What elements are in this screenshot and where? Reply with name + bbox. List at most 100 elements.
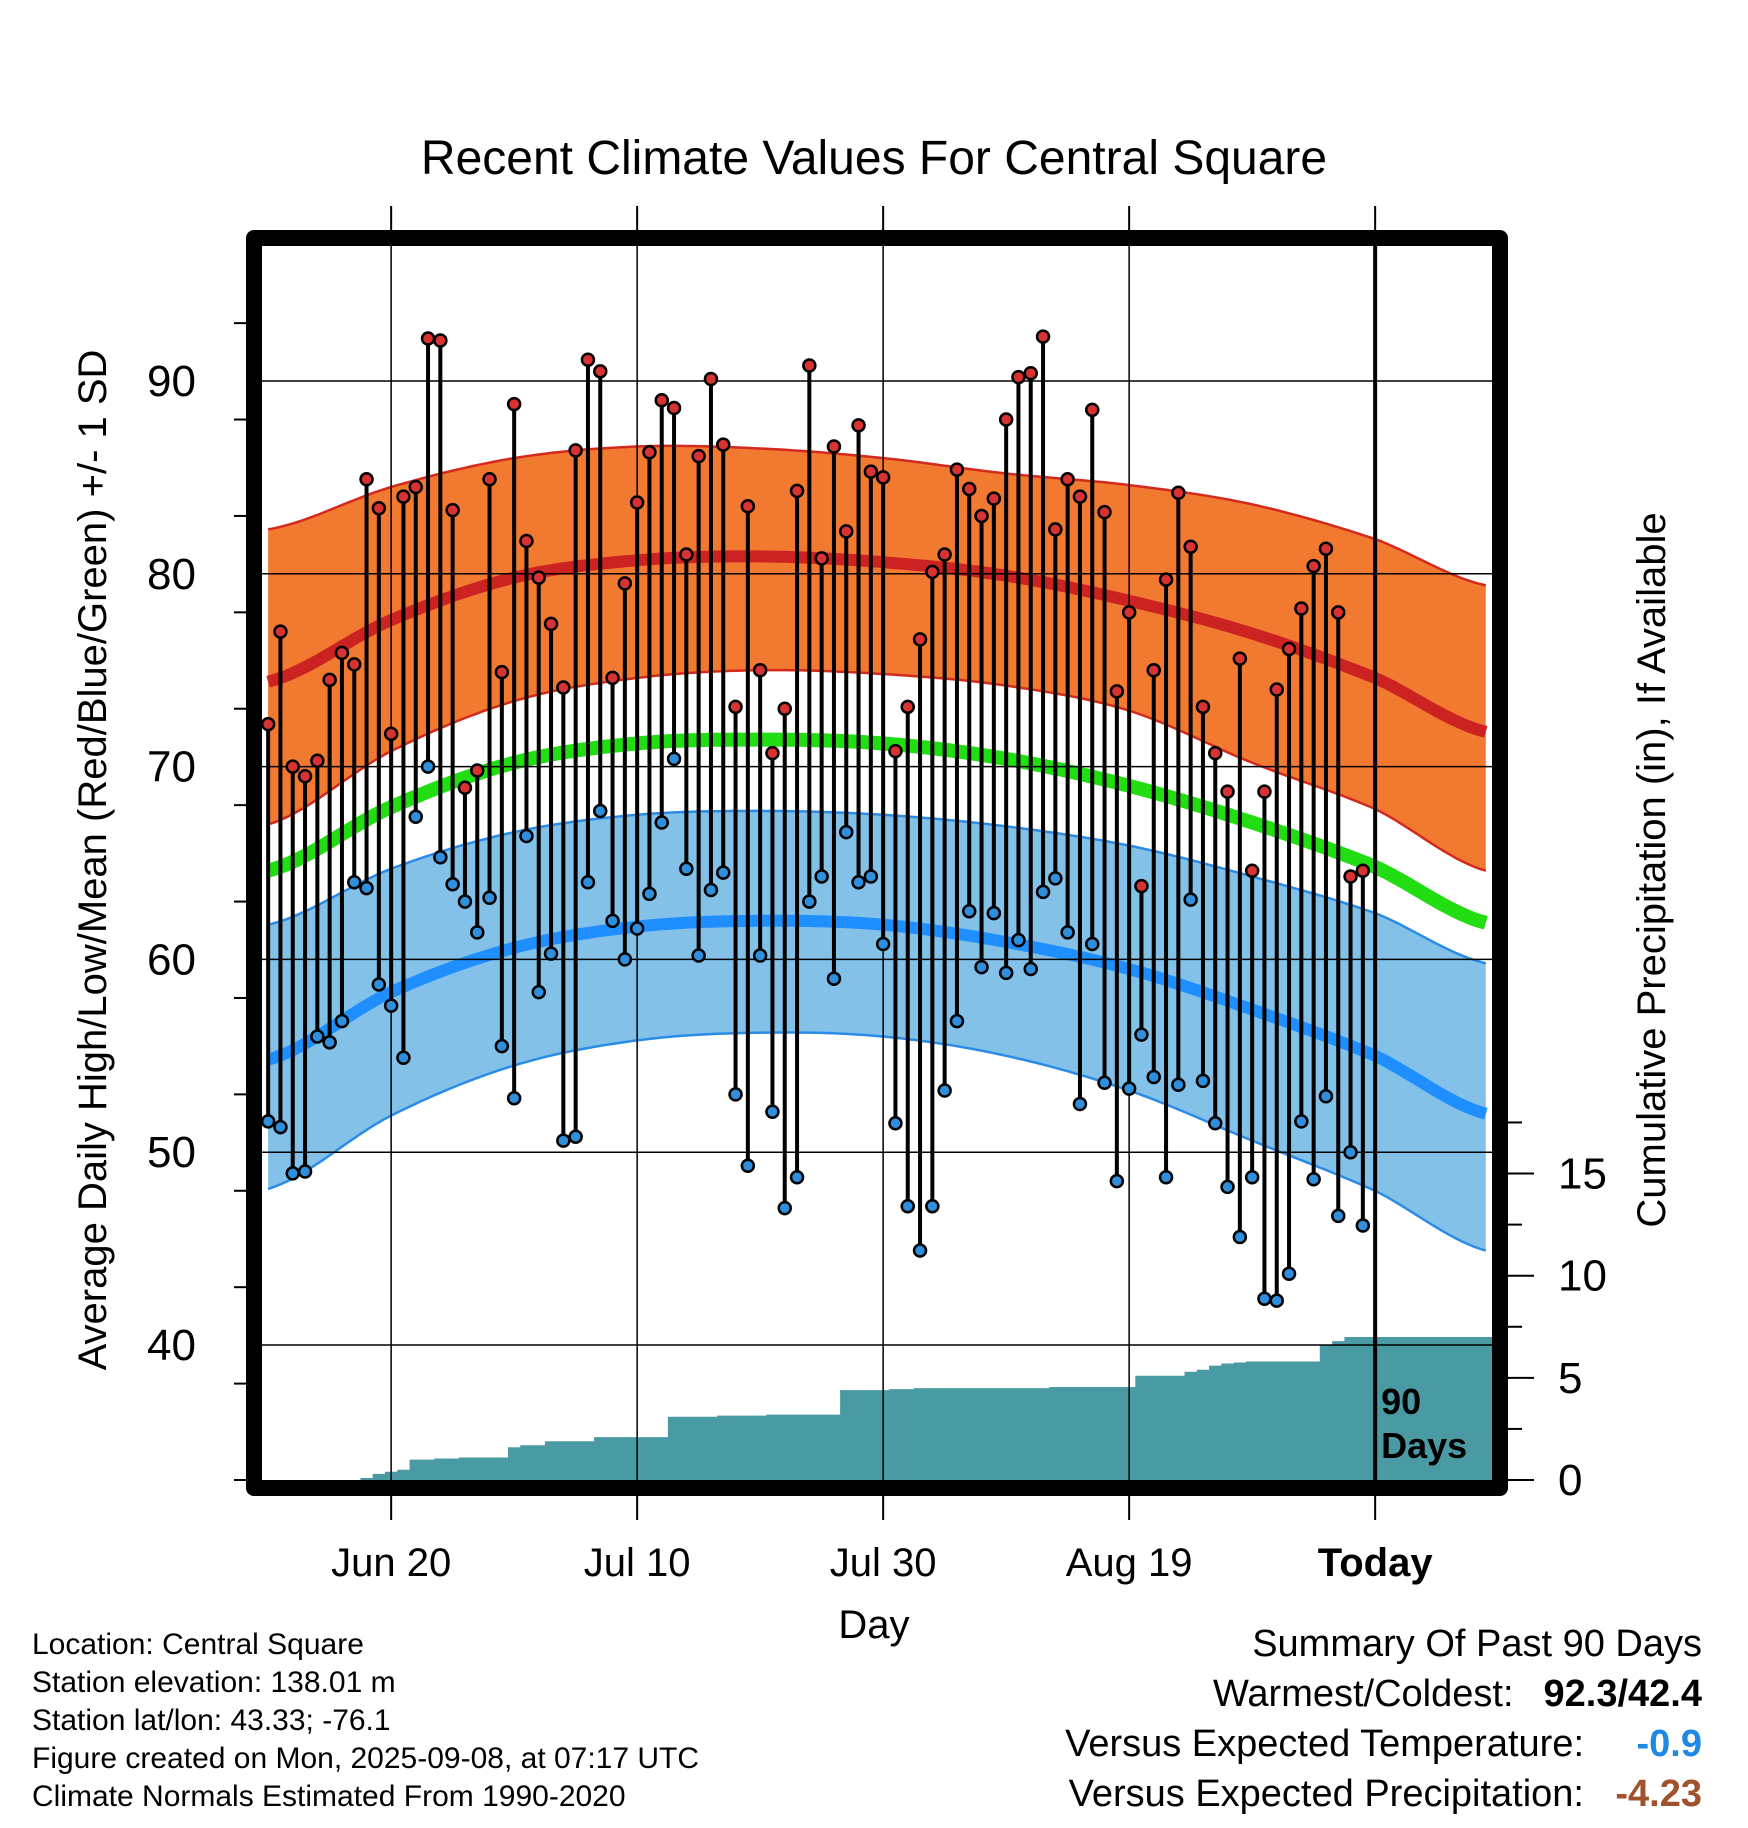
- high-point: [716, 437, 731, 452]
- plot-border: [246, 230, 1508, 1496]
- low-point: [679, 861, 694, 877]
- high-point: [334, 645, 350, 661]
- low-point: [826, 971, 842, 986]
- created-line: Figure created on Mon, 2025-09-08, at 07…: [32, 1742, 700, 1775]
- low-point: [851, 875, 866, 890]
- high-point: [679, 547, 694, 562]
- low-point: [925, 1198, 940, 1214]
- high-point: [347, 657, 362, 672]
- precipitation-area: [262, 1337, 1492, 1480]
- high-point: [642, 445, 657, 460]
- low-point: [703, 882, 719, 898]
- high-point: [383, 726, 399, 742]
- high-point: [273, 624, 288, 639]
- high-point: [506, 396, 522, 412]
- low-point: [1072, 1096, 1088, 1112]
- high-point: [900, 699, 915, 715]
- temp-anomaly-label: Versus Expected Temperature:: [1065, 1723, 1584, 1765]
- high-point: [1158, 572, 1174, 587]
- high-point: [359, 472, 374, 487]
- elevation-line: Station elevation: 138.01 m: [32, 1666, 396, 1699]
- y-tick-label: 50: [147, 1128, 196, 1177]
- high-point: [1085, 402, 1100, 418]
- high-point: [888, 743, 903, 759]
- high-point: [974, 508, 989, 524]
- low-point: [371, 977, 387, 992]
- plot-frame: [246, 230, 1508, 1496]
- y-tick-label: 70: [147, 743, 196, 792]
- high-point: [1023, 366, 1038, 381]
- high-point: [1269, 682, 1284, 697]
- high-point: [765, 745, 780, 761]
- low-minus-sd-line: [267, 1031, 1487, 1252]
- low-point: [1355, 1218, 1371, 1233]
- low-point: [974, 959, 989, 975]
- warm-cold-label: Warmest/Coldest:: [1212, 1673, 1514, 1715]
- low-point: [445, 876, 460, 892]
- high-point: [310, 753, 325, 769]
- low-point: [1109, 1173, 1125, 1189]
- low-point: [1097, 1075, 1112, 1091]
- low-point: [789, 1170, 805, 1185]
- high-point: [728, 699, 743, 715]
- low-point: [765, 1104, 780, 1119]
- low-point: [666, 751, 682, 767]
- warm-cold-row: Warmest/Coldest: 92.3/42.4: [1065, 1669, 1702, 1719]
- high-point: [740, 499, 756, 514]
- low-point: [408, 809, 423, 824]
- low-point: [962, 903, 977, 919]
- low-point: [1208, 1116, 1223, 1131]
- low-point: [617, 952, 633, 967]
- high-point: [605, 670, 620, 686]
- low-point: [814, 869, 829, 884]
- low-point: [334, 1013, 350, 1029]
- high-point: [593, 364, 608, 379]
- low-point: [912, 1243, 928, 1258]
- high-point: [556, 680, 571, 695]
- high-point: [1134, 878, 1149, 894]
- high-point: [654, 393, 669, 408]
- low-point: [642, 886, 657, 902]
- high-point: [1294, 601, 1309, 616]
- temp-anomaly-row: Versus Expected Temperature: -0.9: [1065, 1719, 1702, 1769]
- low-point: [716, 865, 731, 880]
- low-point: [1220, 1179, 1235, 1195]
- high-point: [1097, 504, 1112, 520]
- low-point: [986, 905, 1002, 921]
- low-point: [839, 824, 854, 840]
- high-minus-sd-line: [267, 668, 1487, 872]
- y-tick-label: 60: [147, 935, 196, 984]
- x-tick-label: Jun 20: [331, 1541, 451, 1585]
- low-point: [1269, 1293, 1284, 1308]
- low-point: [728, 1087, 743, 1102]
- high-point: [519, 533, 534, 549]
- temperature-stems: [266, 336, 1365, 1301]
- high-point: [1232, 651, 1248, 666]
- low-point: [568, 1129, 583, 1145]
- temperature-points: [260, 329, 1371, 1308]
- high-point: [863, 464, 879, 479]
- precip-anomaly-value: -4.23: [1615, 1773, 1702, 1815]
- high-point: [457, 780, 473, 796]
- y2-tick-label: 15: [1558, 1150, 1607, 1199]
- high-point: [482, 472, 497, 487]
- low-point: [1306, 1171, 1321, 1187]
- low-point: [1085, 936, 1100, 952]
- high-point: [433, 333, 448, 348]
- low-point: [1244, 1170, 1260, 1185]
- high-point: [580, 352, 596, 368]
- high-point: [1244, 863, 1260, 878]
- high-point: [445, 502, 460, 518]
- high-point: [875, 470, 891, 485]
- low-point: [359, 880, 374, 896]
- low-point: [593, 803, 608, 819]
- high-point: [396, 489, 411, 504]
- low-point: [1195, 1073, 1211, 1089]
- low-sd-band: [268, 810, 1486, 1251]
- low-point: [777, 1200, 792, 1216]
- high-point: [777, 701, 792, 716]
- low-point: [556, 1133, 571, 1148]
- low-point: [629, 921, 645, 936]
- high-point: [1343, 869, 1358, 884]
- high-point: [1183, 539, 1198, 555]
